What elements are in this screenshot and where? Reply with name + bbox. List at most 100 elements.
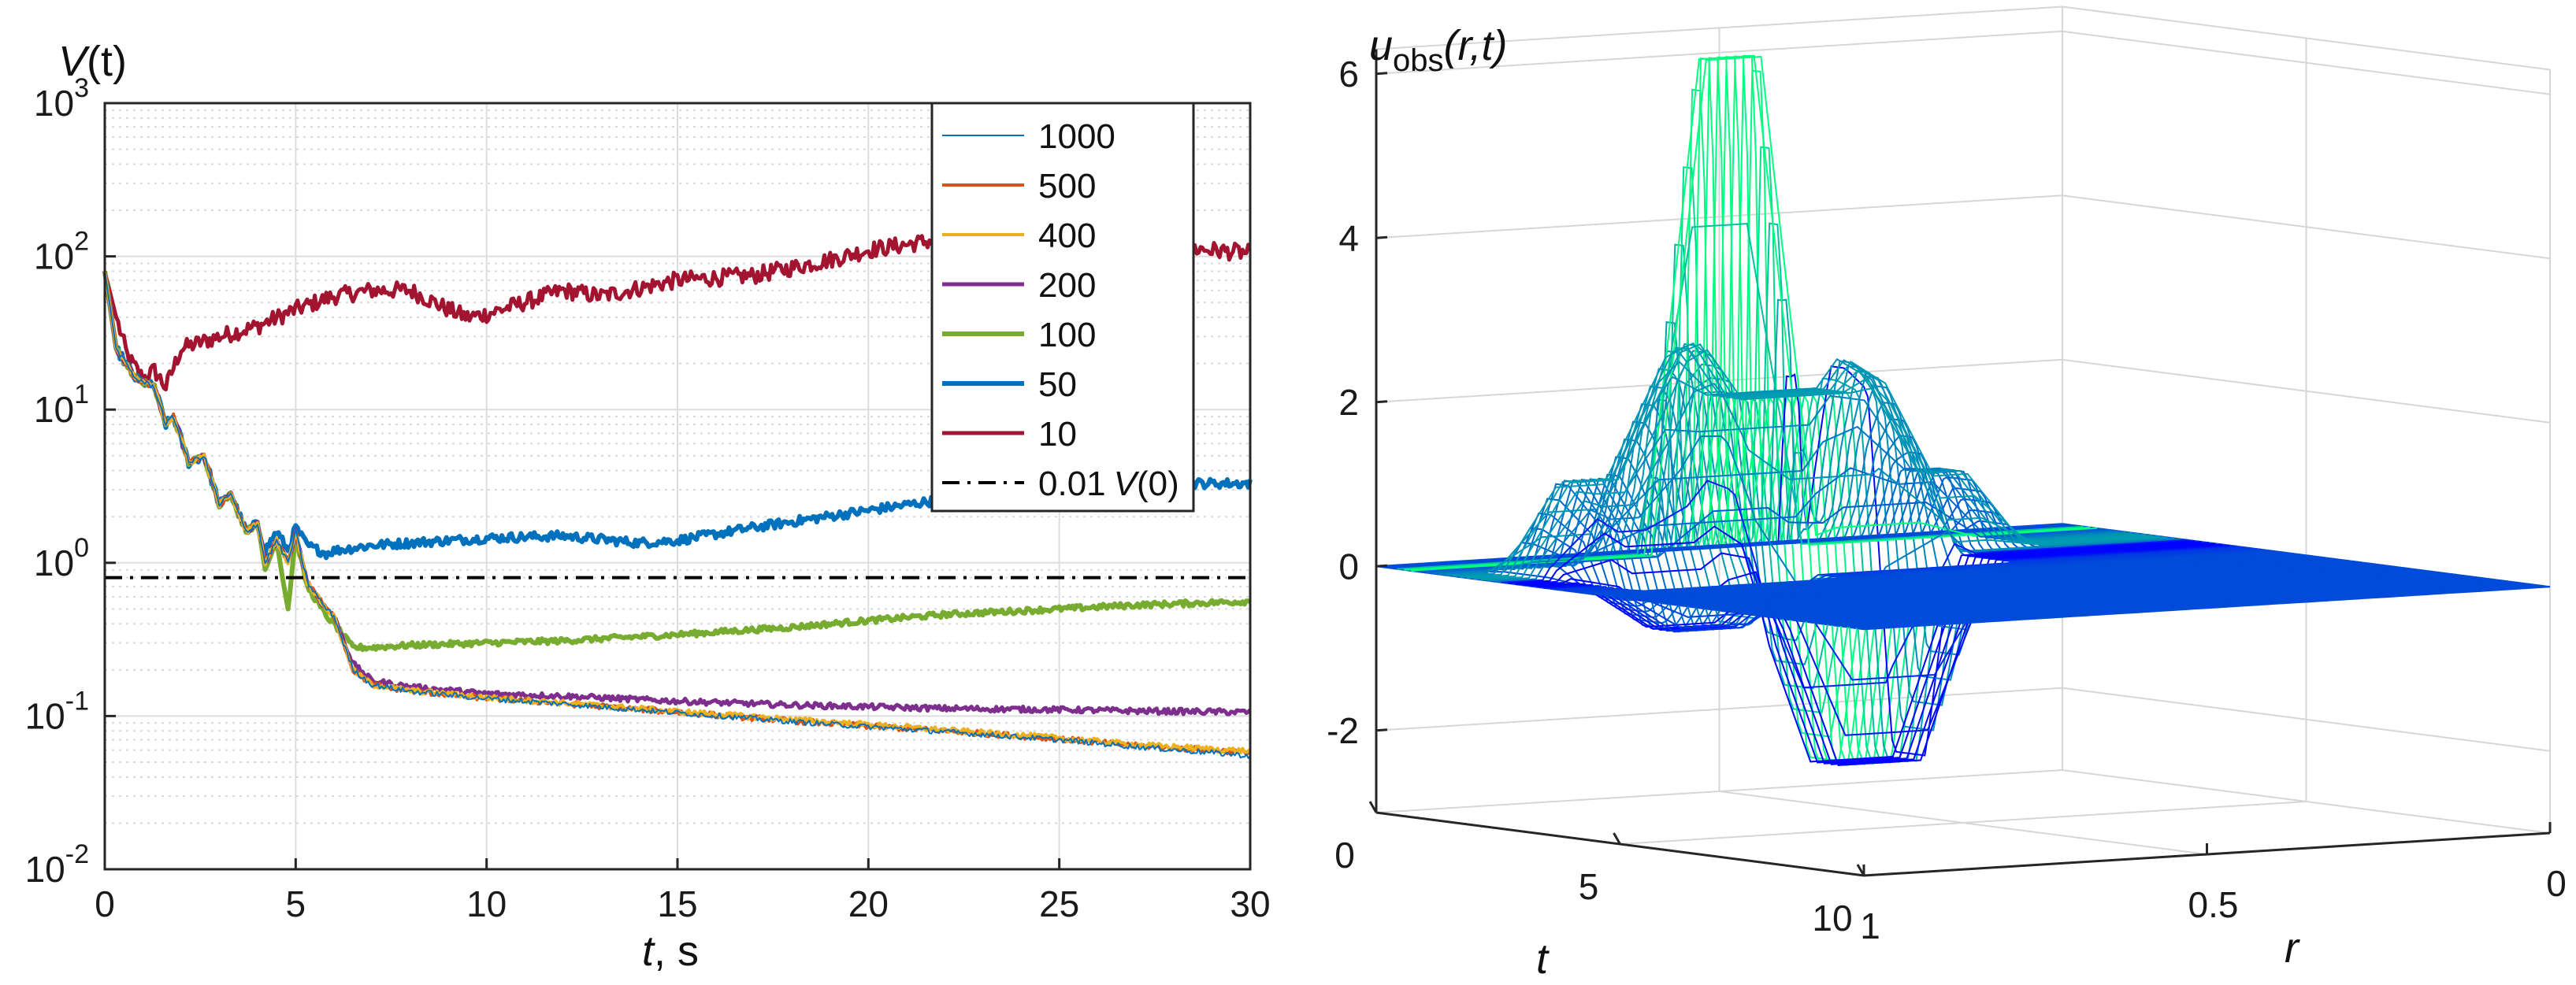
surface-mesh-line — [1801, 578, 2488, 622]
r-axis-label: r — [2285, 924, 2300, 972]
surface-mesh-line — [1808, 579, 2495, 624]
surface-mesh-line — [1857, 585, 2544, 630]
x-tick-label: 15 — [657, 883, 697, 924]
legend: 1000 500 400 200 100 50 10 0.01 V(0) — [930, 102, 1195, 513]
left-chart: 0 5 10 15 20 25 30 10-2 10-1 100 101 102 103 V(t) t… — [25, 38, 1271, 975]
surface-mesh-line — [1780, 575, 2467, 620]
surface-mesh-line — [1676, 561, 2363, 606]
surface-mesh-line — [1815, 580, 2502, 624]
x-tick-label: 30 — [1230, 883, 1270, 924]
surface-mesh-line — [1717, 567, 2404, 612]
t-tick-mark — [1368, 801, 1378, 813]
x-tick-label: 5 — [286, 883, 306, 924]
surface-mesh-line — [1683, 562, 2370, 607]
z-tick-label: 0 — [1338, 546, 1359, 587]
x-axis: 0 5 10 15 20 25 30 — [95, 858, 1271, 924]
surface-mesh-line — [1550, 545, 2237, 681]
3d-gridline — [1375, 30, 2551, 95]
legend-label: 400 — [1038, 217, 1096, 255]
surface-mesh-line — [1453, 359, 2140, 577]
surface-mesh-line — [1689, 563, 2376, 608]
legend-label: 100 — [1038, 316, 1096, 354]
surface-mesh-line — [1564, 547, 2251, 629]
surface-mesh-line — [1843, 583, 2530, 628]
surface-mesh-line — [1515, 541, 2202, 764]
surface-mesh-line — [1738, 569, 2425, 614]
surface-mesh-line — [1850, 584, 2537, 628]
legend-label: 500 — [1038, 167, 1096, 206]
surface-mesh-line — [1703, 565, 2390, 609]
surface-mesh-line — [1794, 576, 2481, 621]
3d-gridline — [1620, 801, 2307, 845]
surface-mesh-line — [1627, 555, 2314, 600]
surface-mesh-line — [1536, 543, 2223, 767]
t-tick-label: 10 — [1812, 898, 1852, 939]
x-tick-label: 20 — [848, 883, 889, 924]
surface-mesh-line — [1724, 568, 2411, 613]
surface-mesh-line — [1418, 501, 2105, 573]
surface-title: uobs(r,t) — [1369, 22, 1508, 78]
legend-label: 200 — [1038, 266, 1096, 305]
surface-mesh-line — [1661, 560, 2348, 605]
surface-mesh-line — [1397, 223, 2084, 570]
surface-mesh-line — [1634, 556, 2321, 601]
y-tick-label: 103 — [34, 73, 89, 124]
surface-mesh-line — [1766, 573, 2453, 618]
surface-mesh-line — [1543, 544, 2230, 736]
r-tick-label: 0 — [2546, 863, 2567, 904]
legend-label: 1000 — [1038, 117, 1115, 156]
3d-gridline — [1375, 769, 2063, 813]
surface-mesh-line — [1613, 554, 2299, 598]
surface-mesh-line — [1731, 568, 2418, 613]
right-chart: 6 4 2 0 -2 0 5 10 1 0.5 0 uobs(r,t) t r — [1327, 6, 2567, 983]
surface-mesh-line — [1598, 551, 2286, 596]
x-tick-label: 25 — [1039, 883, 1079, 924]
surface-mesh-line — [1473, 343, 2160, 580]
surface-mesh-line — [1438, 394, 2125, 576]
surface-mesh-line — [1863, 586, 2551, 631]
surface-mesh-line — [1480, 349, 2167, 581]
3d-gridline — [1375, 194, 2551, 260]
t-tick-mark — [1613, 832, 1621, 845]
y-axis-label: V(t) — [58, 38, 127, 85]
surface-mesh-line — [1446, 357, 2132, 576]
z-tick-label: 4 — [1338, 217, 1359, 258]
y-tick-label: 100 — [34, 533, 89, 583]
surface-mesh-line — [1647, 557, 2334, 602]
legend-label: 10 — [1038, 415, 1077, 454]
3d-axes: 6 4 2 0 -2 0 5 10 1 0.5 0 — [1327, 49, 2567, 946]
surface-mesh-line — [1821, 580, 2508, 625]
3d-grid — [1375, 6, 2551, 876]
surface — [1375, 54, 2551, 767]
3d-gridline — [1375, 687, 2551, 752]
z-tick-mark — [1375, 72, 1388, 76]
x-tick-label: 0 — [95, 883, 115, 924]
t-axis-label: t — [1536, 935, 1550, 983]
surface-mesh-line — [1696, 564, 2383, 609]
z-tick-label: 2 — [1338, 382, 1359, 423]
legend-box — [930, 102, 1195, 513]
z-tick-label: -2 — [1327, 710, 1359, 751]
y-tick-label: 10-1 — [25, 686, 89, 736]
surface-mesh-line — [1640, 557, 2328, 602]
surface-mesh-line — [1668, 561, 2355, 605]
r-tick-label: 1 — [1860, 905, 1880, 946]
surface-mesh-line — [1759, 572, 2446, 617]
y-tick-label: 10-2 — [25, 839, 89, 890]
surface-mesh-line — [1654, 559, 2341, 603]
y-tick-label: 101 — [34, 380, 89, 430]
t-tick-label: 0 — [1334, 835, 1355, 876]
series-group — [102, 225, 1253, 759]
surface-mesh-line — [1424, 467, 2111, 574]
x-tick-label: 10 — [466, 883, 507, 924]
series-line-1000 — [104, 271, 1251, 759]
legend-label: 0.01 V(0) — [1038, 465, 1179, 503]
surface-mesh-line — [1529, 542, 2216, 765]
surface-mesh-line — [1466, 342, 2154, 580]
surface-mesh-line — [1752, 572, 2439, 616]
z-tick-label: 6 — [1338, 54, 1359, 94]
z-tick-mark — [1375, 564, 1388, 568]
surface-mesh-line — [1787, 576, 2474, 620]
surface-mesh-line — [1620, 554, 2307, 599]
